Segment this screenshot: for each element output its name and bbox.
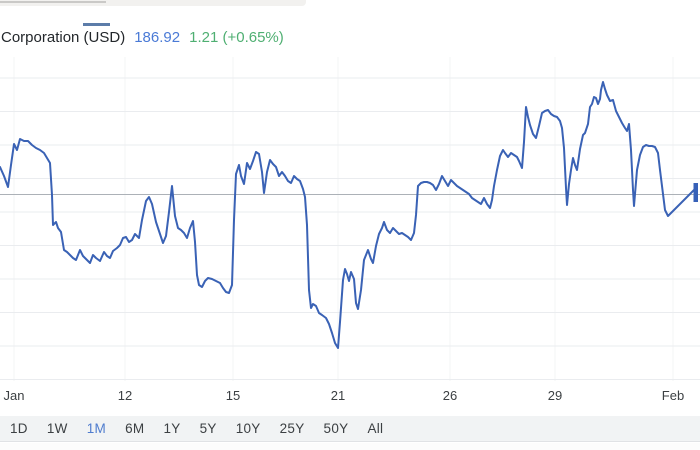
x-axis-label: 26 <box>442 388 458 403</box>
range-button-10y[interactable]: 10Y <box>235 421 261 436</box>
x-axis-label: Jan <box>3 388 25 403</box>
range-button-1y[interactable]: 1Y <box>163 421 181 436</box>
range-button-1m[interactable]: 1M <box>86 421 107 436</box>
quote-header: Corporation (USD) 186.92 1.21 (+0.65%) <box>1 29 284 46</box>
active-range-underline <box>83 23 110 26</box>
range-button-1w[interactable]: 1W <box>46 421 68 436</box>
range-button-6m[interactable]: 6M <box>125 421 145 436</box>
x-axis-label: 29 <box>547 388 563 403</box>
x-axis-label: 15 <box>225 388 241 403</box>
x-axis-label: Feb <box>661 388 685 403</box>
current-price-marker <box>693 183 698 202</box>
range-button-50y[interactable]: 50Y <box>323 421 349 436</box>
range-button-5y[interactable]: 5Y <box>199 421 217 436</box>
range-button-all[interactable]: All <box>367 421 384 436</box>
footer-strip <box>0 443 700 450</box>
price-change: 1.21 (+0.65%) <box>189 29 284 46</box>
range-button-25y[interactable]: 25Y <box>279 421 305 436</box>
instrument-name: Corporation (USD) <box>1 29 126 46</box>
time-range-toolbar: 1D 1W 1M 6M 1Y 5Y 10Y 25Y 50Y All <box>0 416 700 442</box>
top-edge-bar <box>0 1 106 3</box>
x-axis-label: 21 <box>330 388 346 403</box>
price-line <box>0 81 695 349</box>
top-edge-artifact <box>0 0 306 6</box>
current-price: 186.92 <box>134 29 181 46</box>
x-axis-label: 12 <box>117 388 133 403</box>
range-button-1d[interactable]: 1D <box>10 421 28 436</box>
